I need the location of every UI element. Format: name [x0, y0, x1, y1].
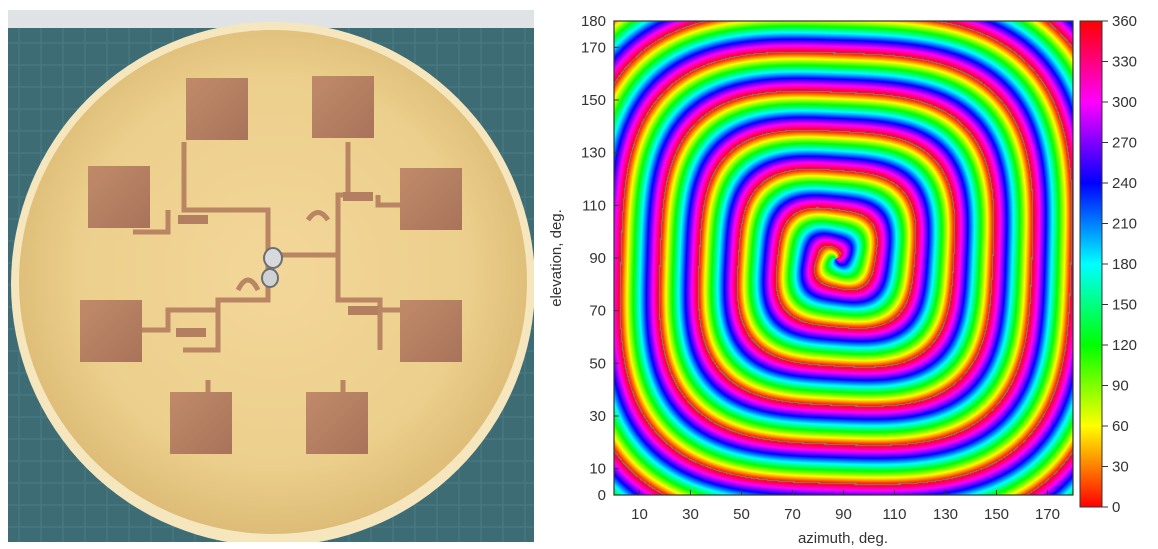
patch-antenna: [186, 78, 248, 140]
colorbar-tick-label: 150: [1112, 297, 1137, 314]
y-tick-label: 10: [589, 461, 606, 478]
patch-antenna: [312, 76, 374, 138]
colorbar-ticks: 0 30 60 90 120 150 180 210 240 270 300 330 360: [1102, 13, 1137, 516]
matching-stubs: [176, 192, 378, 337]
patch-antenna: [170, 392, 232, 454]
y-tick-label: 0: [598, 487, 606, 504]
colorbar-tick-label: 330: [1112, 54, 1137, 71]
colorbar-tick-label: 360: [1112, 13, 1137, 30]
phase-spiral-raster: [614, 21, 1073, 495]
phase-map-figure: 10 30 50 70 90 110 130 150 170 0 10 30 50 70 90 110 130…: [538, 0, 1158, 549]
x-tick-label: 110: [883, 506, 907, 523]
patch-antenna: [400, 300, 462, 362]
x-axis-ticks: 10 30 50 70 90 110 130 150 170: [631, 490, 1060, 523]
y-axis-ticks: 0 10 30 50 70 90 110 130 150 170 180: [581, 13, 619, 504]
colorbar-tick-label: 0: [1112, 499, 1120, 516]
y-tick-label: 90: [589, 250, 606, 267]
colorbar-tick-label: 210: [1112, 216, 1137, 233]
colorbar-tick-label: 300: [1112, 94, 1137, 111]
phase-map-image: [614, 21, 1073, 495]
x-tick-label: 170: [1035, 506, 1060, 523]
colorbar-tick-label: 180: [1112, 256, 1137, 273]
x-tick-label: 70: [784, 506, 801, 523]
y-axis-title: elevation, deg.: [548, 209, 565, 307]
x-tick-label: 150: [984, 506, 1009, 523]
antenna-photo-drawing: [8, 10, 534, 542]
x-axis-title: azimuth, deg.: [798, 530, 888, 547]
y-tick-label: 170: [581, 39, 606, 56]
ruler-strip: [8, 10, 534, 28]
x-tick-label: 50: [733, 506, 750, 523]
patch-antenna: [88, 166, 150, 228]
patch-antenna: [80, 300, 142, 362]
y-tick-label: 180: [581, 13, 606, 30]
x-tick-label: 130: [933, 506, 958, 523]
colorbar-tick-label: 60: [1112, 418, 1129, 435]
y-tick-label: 30: [589, 408, 606, 425]
colorbar: [1079, 20, 1103, 508]
x-tick-label: 10: [631, 506, 648, 523]
antenna-array-photo: [8, 10, 534, 542]
phase-map-svg: 10 30 50 70 90 110 130 150 170 0 10 30 50 70 90 110 130…: [548, 13, 1137, 547]
y-tick-label: 110: [582, 197, 606, 214]
y-tick-label: 130: [581, 145, 606, 162]
patch-antennas: [80, 76, 462, 454]
y-tick-label: 150: [581, 92, 606, 109]
y-tick-label: 50: [589, 355, 606, 372]
center-connector: [261, 247, 283, 288]
y-tick-label: 70: [589, 303, 606, 320]
colorbar-tick-label: 240: [1112, 175, 1137, 192]
colorbar-tick-label: 270: [1112, 135, 1137, 152]
patch-antenna: [306, 392, 368, 454]
colorbar-tick-label: 90: [1112, 378, 1129, 395]
x-tick-label: 90: [835, 506, 852, 523]
colorbar-tick-label: 30: [1112, 459, 1129, 476]
patch-antenna: [400, 168, 462, 230]
x-tick-label: 30: [682, 506, 699, 523]
colorbar-tick-label: 120: [1112, 337, 1137, 354]
